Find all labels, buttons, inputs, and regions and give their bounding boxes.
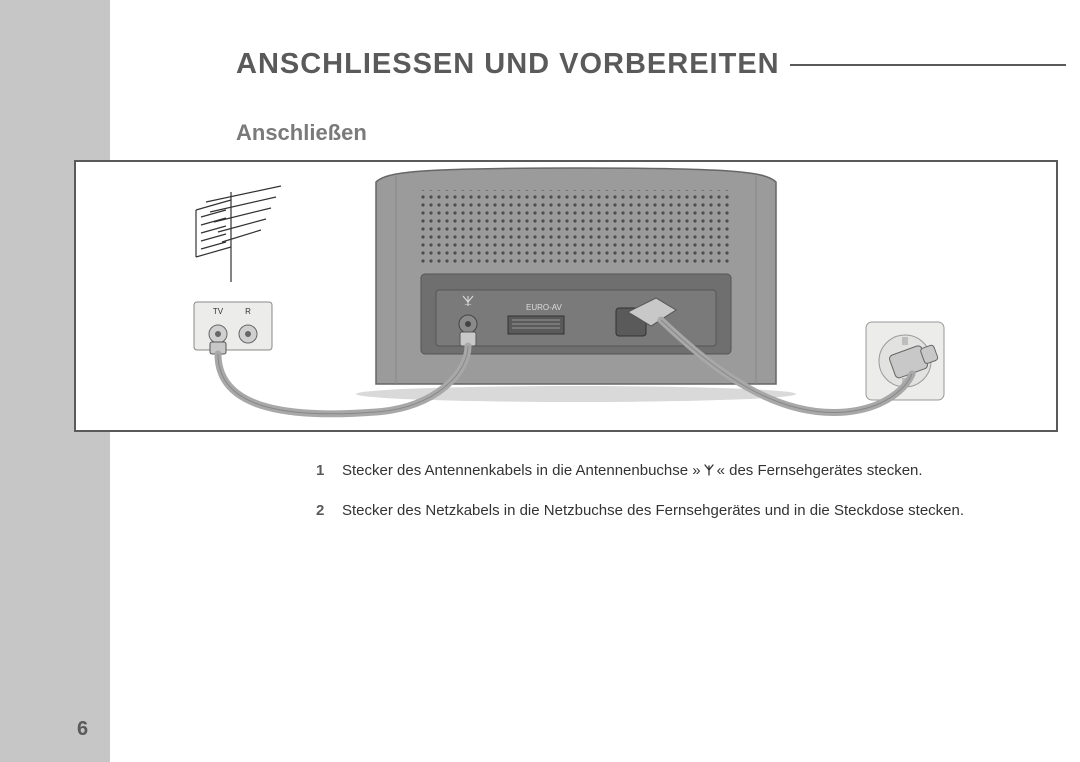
page-title-row: ANSCHLIESSEN UND VORBEREITEN bbox=[236, 48, 1066, 81]
euro-av-label: EURO-AV bbox=[526, 303, 563, 312]
page-title: ANSCHLIESSEN UND VORBEREITEN bbox=[236, 48, 780, 81]
steps-list: 1 Stecker des Antennenkabels in die Ante… bbox=[316, 460, 1056, 539]
wall-socket-tv-label: TV bbox=[213, 307, 224, 316]
step-text: Stecker des Netzkabels in die Netzbuchse… bbox=[342, 500, 1056, 521]
wall-antenna-socket-icon: TV R bbox=[194, 302, 272, 354]
connection-diagram: TV R bbox=[74, 160, 1058, 432]
page-content: ANSCHLIESSEN UND VORBEREITEN Anschließen bbox=[126, 0, 1066, 762]
step1-pre: Stecker des Antennenkabels in die Antenn… bbox=[342, 462, 701, 479]
connection-diagram-svg: TV R bbox=[76, 162, 1056, 430]
step-row: 1 Stecker des Antennenkabels in die Ante… bbox=[316, 460, 1056, 482]
antenna-glyph-icon bbox=[703, 461, 715, 482]
step-text: Stecker des Antennenkabels in die Antenn… bbox=[342, 460, 1056, 482]
tv-rear-icon: ⊥ EURO-AV bbox=[356, 168, 796, 402]
antenna-icon bbox=[196, 186, 281, 282]
section-title: Anschließen bbox=[236, 120, 367, 146]
step1-post: « des Fernsehgerätes stecken. bbox=[717, 462, 923, 479]
title-rule bbox=[790, 64, 1066, 66]
page-number: 6 bbox=[55, 718, 110, 741]
wall-socket-r-label: R bbox=[245, 307, 251, 316]
step-row: 2 Stecker des Netzkabels in die Netzbuch… bbox=[316, 500, 1056, 521]
step-number: 2 bbox=[316, 500, 342, 521]
step-number: 1 bbox=[316, 460, 342, 482]
